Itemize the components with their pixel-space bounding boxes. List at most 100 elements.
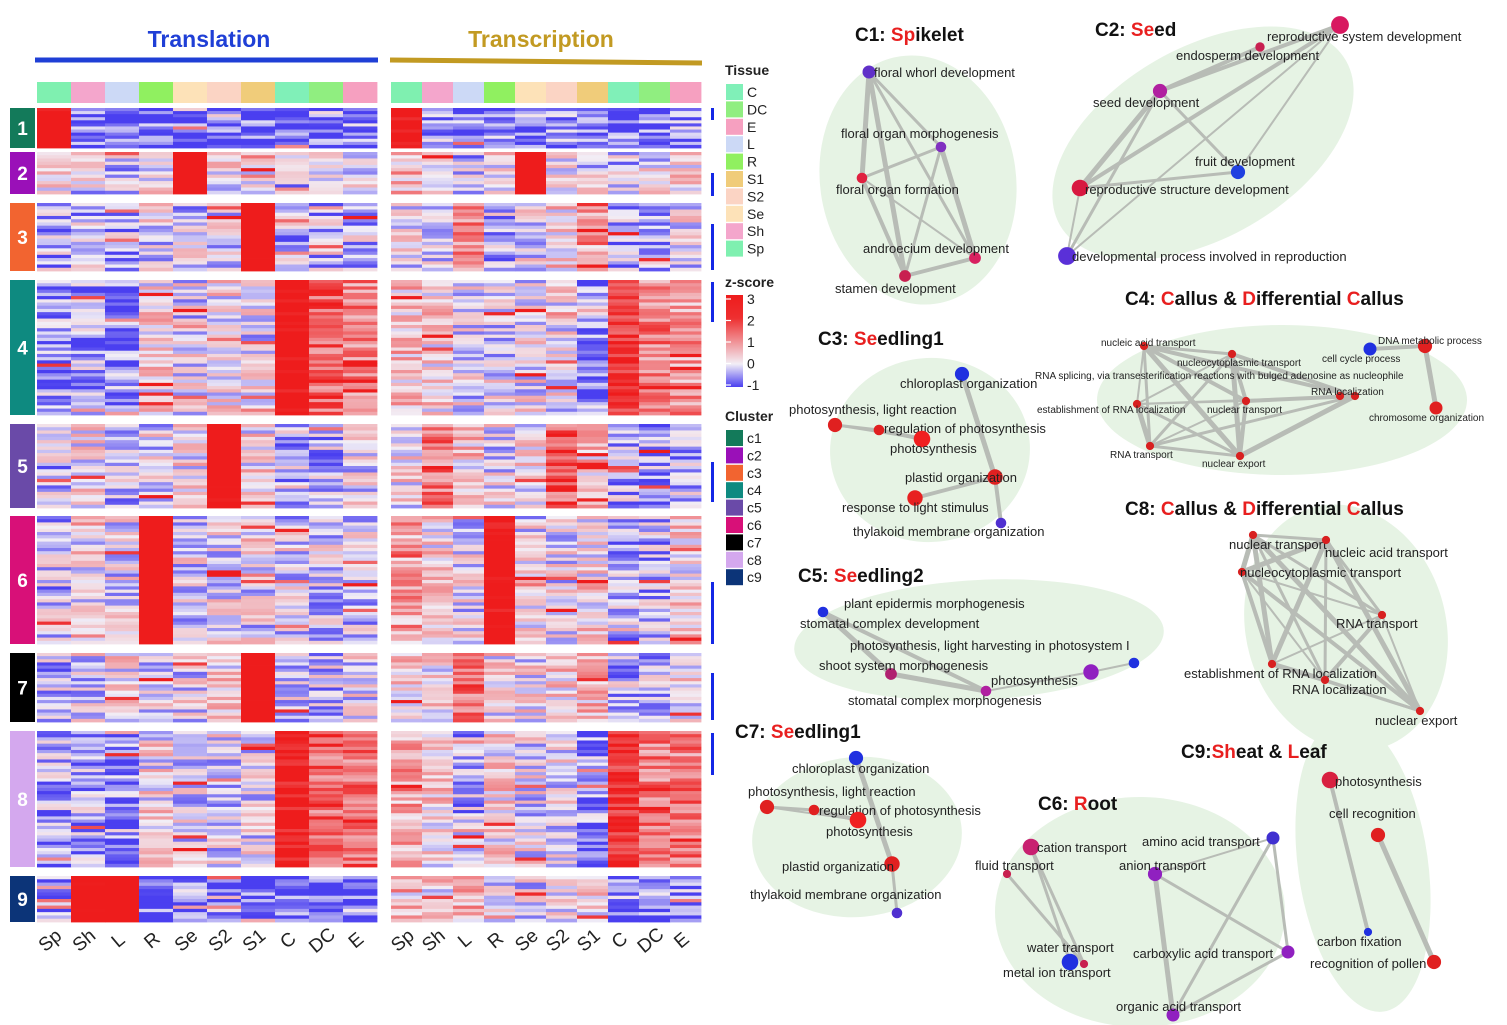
heat-cell bbox=[577, 787, 609, 792]
heat-cell bbox=[546, 857, 578, 862]
heat-cell bbox=[173, 813, 208, 817]
heat-cell bbox=[37, 453, 72, 457]
transcription-underline bbox=[389, 57, 703, 66]
heat-cell bbox=[484, 138, 516, 143]
heat-cell bbox=[608, 241, 640, 246]
tissue-swatch bbox=[726, 240, 743, 257]
heat-cell bbox=[343, 168, 378, 172]
heat-cell bbox=[391, 379, 423, 384]
heat-cell bbox=[343, 528, 378, 533]
heat-cell bbox=[453, 373, 485, 377]
heat-cell bbox=[275, 844, 310, 849]
heat-cell bbox=[577, 700, 609, 704]
heat-cell bbox=[241, 292, 276, 297]
heat-cell bbox=[343, 254, 378, 259]
heat-cell bbox=[484, 844, 516, 849]
heat-cell bbox=[577, 318, 609, 323]
heat-cell bbox=[515, 238, 547, 243]
heat-cell bbox=[241, 485, 276, 490]
tissue-legend-title: Tissue bbox=[725, 62, 769, 78]
heat-cell bbox=[546, 759, 578, 764]
heat-cell bbox=[670, 482, 702, 486]
heat-cell bbox=[484, 389, 516, 393]
heat-cell bbox=[670, 690, 702, 695]
heat-cell bbox=[207, 209, 242, 214]
heat-cell bbox=[422, 693, 454, 698]
heat-cell bbox=[670, 759, 702, 764]
heat-cell bbox=[577, 573, 609, 578]
heat-cell bbox=[484, 551, 516, 555]
heat-cell bbox=[515, 328, 547, 332]
heat-cell bbox=[639, 261, 671, 265]
heat-cell bbox=[608, 653, 640, 657]
heat-cell bbox=[577, 379, 609, 384]
heat-cell bbox=[105, 712, 140, 717]
heat-cell bbox=[577, 525, 609, 530]
heat-cell bbox=[608, 283, 640, 287]
heat-cell bbox=[546, 158, 578, 163]
heat-cell bbox=[105, 781, 140, 786]
heat-cell bbox=[241, 781, 276, 786]
heat-cell bbox=[207, 386, 242, 390]
heat-cell bbox=[391, 775, 423, 779]
heat-cell bbox=[241, 532, 276, 536]
heat-cell bbox=[639, 299, 671, 303]
heat-cell bbox=[343, 344, 378, 348]
heat-cell bbox=[139, 791, 174, 795]
heat-cell bbox=[608, 516, 640, 520]
heat-cell bbox=[105, 848, 140, 852]
heat-cell bbox=[546, 462, 578, 467]
heat-cell bbox=[71, 462, 106, 467]
heat-cell bbox=[105, 832, 140, 836]
heat-cell bbox=[577, 376, 609, 381]
heat-cell bbox=[670, 108, 702, 112]
heat-cell bbox=[309, 478, 344, 483]
heat-cell bbox=[639, 879, 671, 883]
heat-cell bbox=[577, 315, 609, 319]
heat-cell bbox=[343, 541, 378, 546]
heat-cell bbox=[515, 373, 547, 377]
heat-cell bbox=[391, 662, 423, 666]
heat-cell bbox=[515, 706, 547, 710]
heat-cell bbox=[71, 857, 106, 862]
heat-cell bbox=[139, 344, 174, 348]
heat-cell bbox=[453, 280, 485, 284]
heat-cell bbox=[422, 863, 454, 868]
heat-cell bbox=[139, 209, 174, 214]
heat-cell bbox=[241, 376, 276, 381]
heat-cell bbox=[207, 466, 242, 470]
heat-cell bbox=[173, 283, 208, 287]
heat-cell bbox=[139, 245, 174, 249]
heat-cell bbox=[275, 715, 310, 720]
heat-cell bbox=[343, 696, 378, 701]
column-label-Sp: Sp bbox=[35, 925, 66, 956]
heat-cell bbox=[173, 215, 208, 220]
heat-cell bbox=[309, 436, 344, 441]
heat-cell bbox=[343, 370, 378, 374]
heat-cell bbox=[139, 302, 174, 307]
heat-cell bbox=[343, 653, 378, 657]
heat-cell bbox=[309, 248, 344, 252]
heat-cell bbox=[173, 718, 208, 723]
heat-cell bbox=[515, 430, 547, 435]
heat-cell bbox=[241, 528, 276, 533]
heat-cell bbox=[105, 206, 140, 210]
heat-cell bbox=[343, 882, 378, 887]
heat-cell bbox=[139, 446, 174, 451]
network-node-label: RNA transport bbox=[1110, 450, 1173, 461]
heat-cell bbox=[546, 315, 578, 319]
heat-cell bbox=[37, 762, 72, 767]
heat-cell bbox=[391, 848, 423, 852]
heat-cell bbox=[515, 174, 547, 179]
heat-cell bbox=[241, 171, 276, 176]
heat-cell bbox=[207, 519, 242, 523]
heat-cell bbox=[422, 430, 454, 435]
heat-cell bbox=[309, 885, 344, 890]
heat-cell bbox=[71, 621, 106, 626]
heat-cell bbox=[391, 462, 423, 467]
heat-cell bbox=[546, 360, 578, 364]
heat-cell bbox=[309, 357, 344, 361]
heat-cell bbox=[484, 841, 516, 846]
heat-cell bbox=[453, 753, 485, 757]
heat-cell bbox=[71, 318, 106, 323]
